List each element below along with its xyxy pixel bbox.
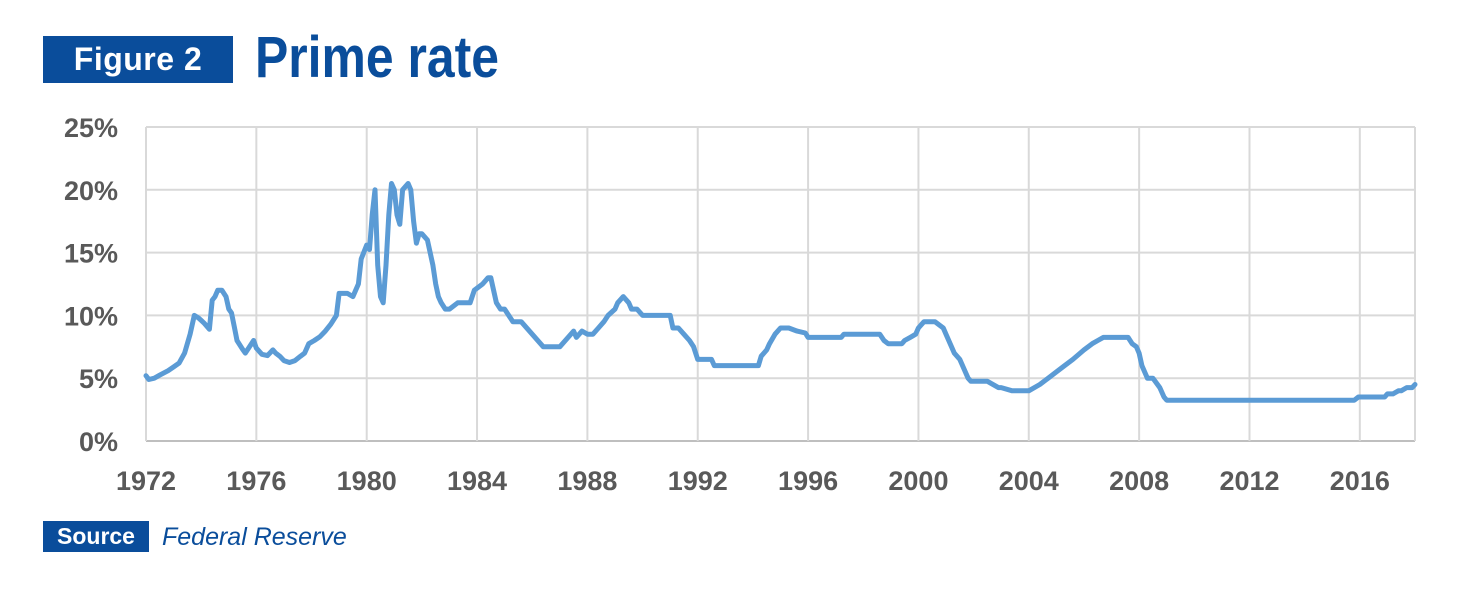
y-tick-label: 10% [64,301,118,331]
y-tick-label: 5% [79,364,118,394]
x-tick-label: 2000 [888,466,948,496]
chart-title: Prime rate [255,25,499,90]
x-tick-label: 2008 [1109,466,1169,496]
x-tick-label: 2016 [1330,466,1390,496]
figure-label-badge: Figure 2 [43,36,233,83]
source-badge: Source [43,521,149,552]
x-tick-label: 1996 [778,466,838,496]
y-axis: 0% 5% 10% 15% 20% 25% [64,113,118,457]
x-tick-label: 1976 [226,466,286,496]
y-tick-label: 15% [64,239,118,269]
prime-rate-line [143,181,1418,403]
y-tick-label: 20% [64,176,118,206]
x-tick-label: 1980 [337,466,397,496]
x-tick-label: 1972 [116,466,176,496]
chart-grid [145,126,1416,442]
x-tick-label: 2004 [999,466,1059,496]
x-tick-label: 1992 [668,466,728,496]
y-tick-label: 0% [79,427,118,457]
x-axis: 1972 1976 1980 1984 1988 1992 1996 2000 2004 2008… [116,466,1390,496]
x-tick-label: 1984 [447,466,507,496]
x-tick-label: 1988 [557,466,617,496]
x-tick-label: 2012 [1219,466,1279,496]
y-tick-label: 25% [64,113,118,143]
source-text: Federal Reserve [162,523,347,551]
